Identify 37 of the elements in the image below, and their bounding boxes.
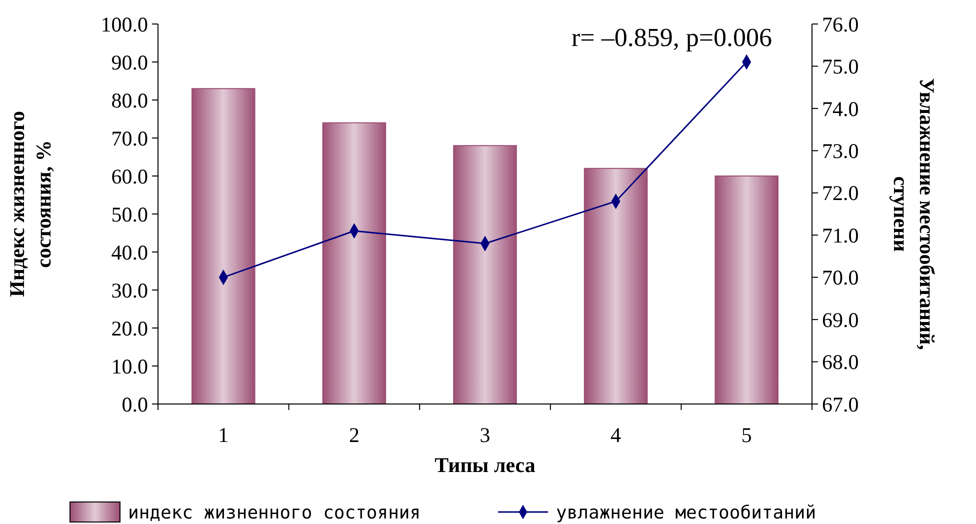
x-tick-label: 4 <box>610 423 622 447</box>
y-tick-label: 20.0 <box>111 316 148 340</box>
y-tick-label: 40.0 <box>111 240 148 264</box>
bar <box>714 176 778 404</box>
x-tick-label: 1 <box>218 423 229 447</box>
y2-tick-label: 69.0 <box>822 308 859 332</box>
y-tick-label: 80.0 <box>111 88 148 112</box>
bar <box>322 122 386 404</box>
y2-tick-label: 74.0 <box>822 96 859 121</box>
y-tick-label: 0.0 <box>122 392 148 416</box>
y2-tick-label: 68.0 <box>822 350 859 374</box>
y2-axis-title: Увлажнение местообитаний, ступени <box>888 78 939 350</box>
y-tick-label: 90.0 <box>111 50 148 74</box>
y-tick-label: 100.0 <box>100 12 148 36</box>
x-tick-label: 3 <box>480 423 490 447</box>
y2-tick-label: 67.0 <box>822 392 859 416</box>
y-tick-label: 60.0 <box>111 164 148 188</box>
annotation: r= –0.859, p=0.006 <box>572 23 772 52</box>
y2-tick-label: 75.0 <box>822 54 859 79</box>
legend-label: увлажнение местообитаний <box>556 502 816 524</box>
y2-tick-label: 70.0 <box>822 266 859 290</box>
y-tick-label: 30.0 <box>111 278 148 302</box>
y-tick-label: 50.0 <box>111 202 148 226</box>
y2-tick-label: 72.0 <box>822 181 859 206</box>
y-tick-label: 10.0 <box>111 354 148 378</box>
x-tick-label: 5 <box>741 423 752 447</box>
bar <box>192 88 256 404</box>
y2-tick-label: 76.0 <box>822 12 859 36</box>
x-axis-title: Типы леса <box>434 453 536 477</box>
x-tick-label: 2 <box>348 423 360 447</box>
bar <box>584 168 648 404</box>
y-axis-title: Индекс жизненного состояния, % <box>5 111 56 297</box>
legend-label: индекс жизненного состояния <box>128 502 421 524</box>
y2-tick-label: 73.0 <box>822 139 859 164</box>
y-tick-label: 70.0 <box>111 126 148 150</box>
y2-tick-label: 71.0 <box>822 223 859 248</box>
bar <box>453 145 517 404</box>
